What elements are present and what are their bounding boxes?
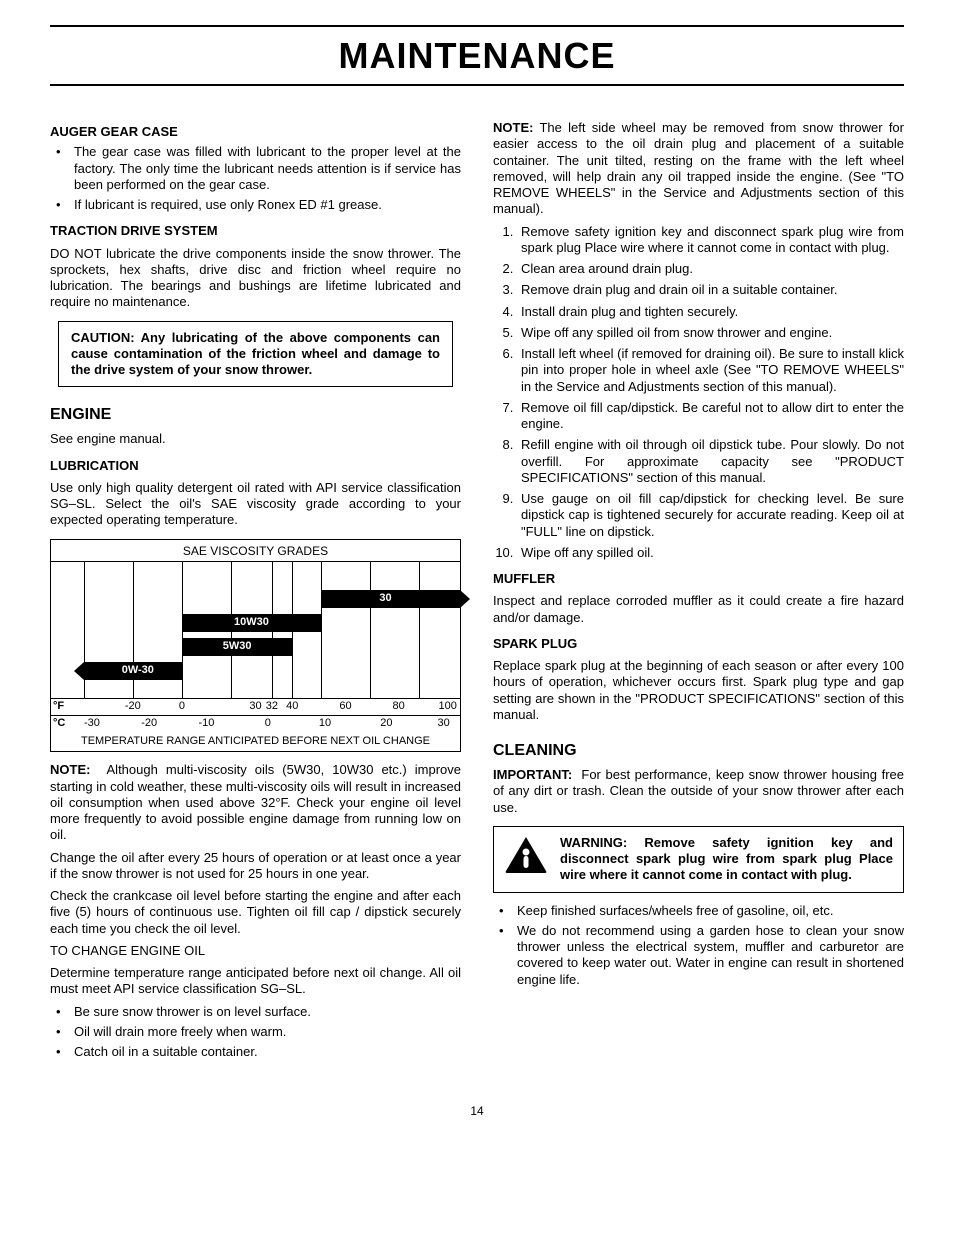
scale-tick: 0 [265, 717, 271, 731]
bullet-item: Catch oil in a suitable container. [74, 1044, 461, 1060]
step-item: Wipe off any spilled oil from snow throw… [517, 325, 904, 341]
scale-tick: -10 [198, 717, 214, 731]
step-item: Use gauge on oil fill cap/dipstick for c… [517, 491, 904, 540]
step-item: Remove drain plug and drain oil in a sui… [517, 282, 904, 298]
chart-gridline [419, 562, 420, 698]
heading-muffler: MUFFLER [493, 571, 904, 587]
chart-bar: 30 [321, 590, 460, 608]
scale-tick: -20 [141, 717, 157, 731]
note-left-wheel: NOTE: The left side wheel may be removed… [493, 120, 904, 218]
scale-tick: -30 [84, 717, 100, 731]
cleaning-bullets: Keep finished surfaces/wheels free of ga… [493, 903, 904, 988]
chart-gridline [370, 562, 371, 698]
scale-unit: °F [53, 700, 64, 714]
step-item: Wipe off any spilled oil. [517, 545, 904, 561]
left-column: AUGER GEAR CASE The gear case was filled… [50, 114, 461, 1064]
auger-bullets: The gear case was filled with lubricant … [50, 144, 461, 213]
traction-text: DO NOT lubricate the drive components in… [50, 246, 461, 311]
bullet-item: Keep finished surfaces/wheels free of ga… [517, 903, 904, 919]
chart-bar: 0W-30 [84, 662, 182, 680]
heading-cleaning: CLEANING [493, 741, 904, 761]
content-columns: AUGER GEAR CASE The gear case was filled… [50, 114, 904, 1064]
page-number: 14 [50, 1104, 904, 1119]
scale-tick: 60 [339, 700, 351, 714]
step-item: Install drain plug and tighten securely. [517, 304, 904, 320]
warning-box: WARNING: Remove safety ignition key and … [493, 826, 904, 893]
scale-tick: -20 [125, 700, 141, 714]
to-change-heading: TO CHANGE ENGINE OIL [50, 943, 461, 959]
heading-lubrication: LUBRICATION [50, 458, 461, 474]
step-item: Clean area around drain plug. [517, 261, 904, 277]
viscosity-chart: SAE VISCOSITY GRADES 3010W305W300W-30 °F… [50, 539, 461, 753]
chart-title: SAE VISCOSITY GRADES [51, 540, 460, 561]
step-item: Refill engine with oil through oil dipst… [517, 437, 904, 486]
step-item: Install left wheel (if removed for drain… [517, 346, 904, 395]
step-item: Remove safety ignition key and disconnec… [517, 224, 904, 257]
chart-bar: 10W30 [182, 614, 321, 632]
chart-footer: TEMPERATURE RANGE ANTICIPATED BEFORE NEX… [51, 733, 460, 752]
spark-plug-text: Replace spark plug at the beginning of e… [493, 658, 904, 723]
scale-unit: °C [53, 717, 65, 731]
heading-traction: TRACTION DRIVE SYSTEM [50, 223, 461, 239]
scale-tick: 40 [286, 700, 298, 714]
page-title: MAINTENANCE [50, 25, 904, 86]
engine-see: See engine manual. [50, 431, 461, 447]
right-column: NOTE: The left side wheel may be removed… [493, 114, 904, 1064]
step-item: Remove oil fill cap/dipstick. Be careful… [517, 400, 904, 433]
bullet-item: We do not recommend using a garden hose … [517, 923, 904, 988]
bullet-item: Be sure snow thrower is on level surface… [74, 1004, 461, 1020]
warning-text: WARNING: Remove safety ignition key and … [560, 835, 893, 884]
heading-engine: ENGINE [50, 405, 461, 425]
chart-area: 3010W30 5W300W-30 [51, 561, 460, 699]
muffler-text: Inspect and replace corroded muffler as … [493, 593, 904, 626]
scale-tick: 30 [249, 700, 261, 714]
oil-change-steps: Remove safety ignition key and disconnec… [493, 224, 904, 562]
scale-tick: 80 [393, 700, 405, 714]
chart-bar: 5W30 [182, 638, 292, 656]
lubrication-text: Use only high quality detergent oil rate… [50, 480, 461, 529]
note-multiviscosity: NOTE: Although multi-viscosity oils (5W3… [50, 762, 461, 843]
bullet-item: The gear case was filled with lubricant … [74, 144, 461, 193]
warning-icon [504, 835, 548, 875]
scale-tick: 10 [319, 717, 331, 731]
scale-tick: 100 [439, 700, 457, 714]
scale-celsius: °C -30 -20 -10 0 10 20 30 [51, 716, 460, 733]
scale-tick: 0 [179, 700, 185, 714]
determine-temp: Determine temperature range anticipated … [50, 965, 461, 998]
heading-auger: AUGER GEAR CASE [50, 124, 461, 140]
caution-box: CAUTION: Any lubricating of the above co… [58, 321, 453, 388]
crankcase-check: Check the crankcase oil level before sta… [50, 888, 461, 937]
chart-gridline [321, 562, 322, 698]
bullet-item: If lubricant is required, use only Ronex… [74, 197, 461, 213]
scale-tick: 20 [380, 717, 392, 731]
scale-tick: 30 [438, 717, 450, 731]
change-prep-bullets: Be sure snow thrower is on level surface… [50, 1004, 461, 1061]
scale-tick: 32 [266, 700, 278, 714]
heading-spark-plug: SPARK PLUG [493, 636, 904, 652]
bullet-item: Oil will drain more freely when warm. [74, 1024, 461, 1040]
cleaning-important: IMPORTANT: For best performance, keep sn… [493, 767, 904, 816]
change-interval: Change the oil after every 25 hours of o… [50, 850, 461, 883]
scale-fahrenheit: °F -20 0 30 32 40 60 80 100 [51, 699, 460, 716]
